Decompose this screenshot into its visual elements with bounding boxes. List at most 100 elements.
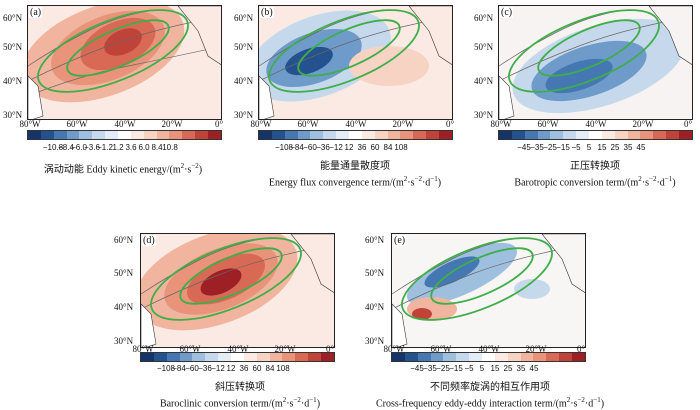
lat-label: 30°N — [234, 110, 254, 120]
caption-sup: −2 — [649, 175, 657, 183]
lon-label: 20°W — [392, 119, 414, 129]
colorbar-swatch — [572, 353, 585, 361]
caption-a: 涡动动能 Eddy kinetic energy/(m2·s−2) — [18, 160, 228, 176]
caption-en: Energy flux convergence term/(m2·s−2·d−1… — [245, 173, 465, 189]
lon-label: 0° — [445, 119, 455, 129]
colorbar-tick-label: 3.6 — [125, 143, 137, 152]
caption-sup: 2 — [638, 175, 642, 183]
map-c-field — [499, 6, 692, 119]
colorbar-tick-label: −35 — [530, 143, 544, 152]
lat-label: 30°N — [365, 336, 385, 346]
colorbar-swatch — [511, 131, 525, 139]
colorbar-tick-label: −3.6 — [84, 143, 100, 152]
colorbar-swatch — [336, 131, 350, 139]
lat-label: 50°N — [365, 268, 385, 278]
colorbar-swatch — [417, 353, 431, 361]
colorbar-swatch — [130, 131, 144, 139]
caption-text: ·s — [407, 177, 415, 189]
colorbar-tick-label: 15 — [490, 364, 500, 373]
colorbar-swatch — [563, 131, 577, 139]
lat-label: 60°N — [234, 13, 254, 23]
lon-label: 60°W — [297, 119, 319, 129]
colorbar-tick-label: −36 — [198, 364, 212, 373]
map-a-field — [28, 6, 221, 119]
caption-cn: 不同频率旋涡的相互作用项 — [430, 382, 550, 393]
caption-sup: −1 — [593, 396, 601, 404]
caption-sup: −1 — [430, 175, 438, 183]
caption-cn: 正压转换项 — [570, 161, 620, 172]
colorbar-ticks-c: −45 −35 −25 −15 −5 5 15 25 35 45 — [498, 143, 693, 153]
map-d: (d) — [140, 233, 335, 348]
lat-label: 50°N — [234, 42, 254, 52]
colorbar-tick-label: 1.2 — [112, 143, 124, 152]
colorbar-swatch — [321, 353, 334, 361]
colorbar-swatch — [231, 353, 244, 361]
lat-label: 30°N — [114, 336, 134, 346]
colorbar-tick-label: 36 — [357, 143, 367, 152]
colorbar-tick-label: 25 — [503, 364, 513, 373]
caption-en: Barotropic conversion term/(m2·s−2·d−1) — [495, 173, 695, 189]
caption-sup: 2 — [403, 175, 408, 183]
caption-text: ) — [600, 398, 605, 410]
caption-e: 不同频率旋涡的相互作用项 Cross-frequency eddy-eddy i… — [355, 381, 625, 410]
lon-label: 80°W — [383, 344, 405, 354]
colorbar-swatch — [269, 353, 283, 361]
colorbar-swatch — [443, 353, 457, 361]
colorbar-tick-label: −84 — [172, 364, 186, 373]
colorbar-tick-label: −60 — [303, 143, 317, 152]
lat-label: 40°N — [234, 76, 254, 86]
lon-label: 80°W — [132, 344, 154, 354]
colorbar-swatch — [295, 353, 309, 361]
colorbar-swatch — [533, 353, 547, 361]
lat-label: 40°N — [114, 302, 134, 312]
colorbar-ticks-e: −45 −35 −25 −15 −5 5 15 25 35 45 — [391, 364, 586, 374]
colorbar-tick-label: −108 — [274, 143, 294, 152]
colorbar-swatch — [141, 353, 154, 361]
colorbar-tick-label: 108 — [394, 143, 408, 152]
lon-label: 40°W — [345, 119, 367, 129]
lat-label: 60°N — [365, 235, 385, 245]
caption-sup: 2 — [566, 396, 571, 404]
colorbar-b — [258, 130, 453, 140]
caption-text: ) — [316, 398, 321, 410]
lon-label: 20°W — [161, 119, 183, 129]
colorbar-tick-label: −10.8 — [42, 143, 64, 152]
colorbar-tick-label: −45 — [410, 364, 424, 373]
lon-label: 60°W — [430, 344, 452, 354]
colorbar-ticks-a: −10.8 −8.4 −6.0 −3.6 −1.2 1.2 3.6 6.0 8.4 10.8 — [27, 143, 222, 153]
colorbar-tick-label: 35 — [623, 143, 633, 152]
lon-label: 20°W — [274, 344, 296, 354]
colorbar-tick-label: −12 — [329, 143, 343, 152]
colorbar-swatch — [589, 131, 602, 139]
caption-sup: 2 — [282, 396, 287, 404]
colorbar-swatch — [192, 353, 206, 361]
caption-text: 涡动动能 Eddy kinetic energy/(m — [43, 164, 181, 176]
caption-cn: 能量通量散度项 — [320, 161, 390, 172]
colorbar-swatch — [105, 131, 119, 139]
caption-sup: 2 — [180, 162, 185, 170]
caption-sup: −1 — [664, 175, 673, 183]
lon-label: 0° — [214, 119, 224, 129]
colorbar-swatch — [387, 131, 401, 139]
colorbar-swatch — [439, 131, 452, 139]
colorbar-tick-label: 15 — [597, 143, 607, 152]
colorbar-tick-label: 35 — [516, 364, 526, 373]
lat-label: 40°N — [365, 302, 385, 312]
caption-text: ) — [198, 164, 203, 176]
colorbar-tick-label: −36 — [316, 143, 330, 152]
colorbar-swatch — [482, 353, 495, 361]
caption-en: Baroclinic conversion term/(m2·s−2·d−1) — [130, 394, 350, 410]
lon-label: 40°W — [227, 344, 249, 354]
lon-label: 20°W — [632, 119, 654, 129]
caption-text: ) — [672, 177, 676, 189]
colorbar-tick-label: −6.0 — [71, 143, 87, 152]
caption-text: Baroclinic conversion term/(m — [159, 398, 283, 410]
colorbar-swatch — [413, 131, 427, 139]
lon-label: 40°W — [478, 344, 500, 354]
caption-text: ·s — [641, 177, 649, 189]
caption-cn: 斜压转换项 — [215, 382, 265, 393]
colorbar-swatch — [576, 131, 590, 139]
colorbar-swatch — [179, 353, 193, 361]
colorbar-e — [391, 352, 586, 362]
colorbar-swatch — [271, 131, 285, 139]
